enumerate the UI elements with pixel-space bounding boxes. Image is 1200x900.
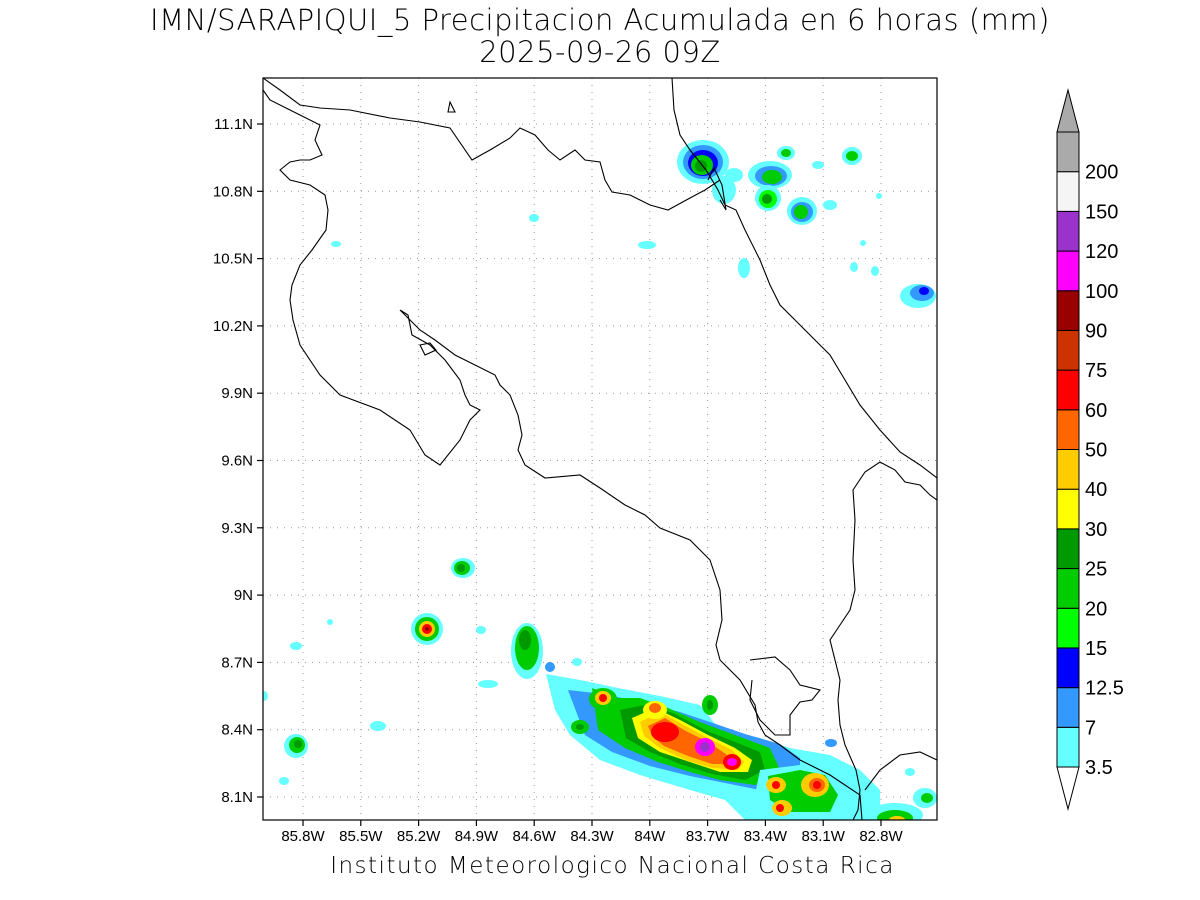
credit-line: Instituto Meteorologico Nacional Costa R… [330,853,895,879]
lon-tick-label: 85.8W [281,828,325,845]
lon-tick-label: 83.1W [802,828,846,845]
colorbar-swatch [1056,290,1080,331]
osa-peninsula [749,656,821,736]
lon-tick-label: 84.6W [513,828,557,845]
colorbar-label: 20 [1085,598,1107,620]
panama-border [829,461,937,820]
burica-coast [864,751,937,791]
nicaragua-border [263,78,721,211]
latitude-axis: 11.1N 10.8N 10.5N 10.2N 9.9N 9.6N 9.3N 9N 8.7N 8.… [213,116,263,806]
lat-tick-label: 10.2N [213,318,253,335]
colorbar-swatch [1056,726,1080,768]
colorbar-label: 75 [1085,360,1107,382]
colorbar-swatch [1056,409,1080,450]
lon-tick-label: 85.2W [397,828,441,845]
lake-nicaragua-shore [263,89,863,820]
colorbar-label: 7 [1085,717,1096,739]
rain-band-south [546,674,937,820]
colorbar-label: 200 [1085,162,1118,184]
lat-tick-label: 9.9N [221,385,253,402]
coastline-and-borders [263,78,937,820]
caribbean-coast [671,78,937,479]
lat-tick-label: 8.1N [221,789,253,806]
colorbar-swatch [1056,647,1080,689]
colorbar-swatch [1056,369,1080,411]
colorbar-label: 30 [1085,519,1107,541]
solentiname [447,100,456,113]
colorbar-swatch [1056,449,1080,490]
colorbar-label: 60 [1085,400,1107,422]
colorbar-swatch [1056,488,1080,530]
colorbar-label: 15 [1085,638,1107,660]
colorbar-swatch [1056,329,1080,371]
lat-tick-label: 8.7N [221,654,253,671]
colorbar-label: 3.5 [1085,757,1113,779]
lon-tick-label: 83.7W [686,828,730,845]
colorbar-label: 150 [1085,201,1118,223]
longitude-axis: 85.8W 85.5W 85.2W 84.9W 84.6W 84.3W 84W 83.7W 83… [281,820,904,845]
colorbar-swatch [1056,210,1080,252]
lat-tick-label: 9.6N [221,453,253,470]
lat-tick-label: 8.4N [221,722,253,739]
colorbar-swatch [1056,131,1080,173]
lon-tick-label: 84.9W [455,828,499,845]
lat-tick-label: 9N [234,587,253,604]
precipitation-field [263,140,937,820]
colorbar-swatch [1056,528,1080,570]
map-subtitle-date: 2025-09-26 09Z [479,35,721,69]
rain-cluster-southwest [263,558,582,785]
colorbar-swatch [1056,250,1080,292]
nicoya-inlet [419,342,437,356]
lon-tick-label: 83.4W [744,828,788,845]
colorbar-label: 100 [1085,281,1118,303]
lat-tick-label: 10.8N [213,183,253,200]
colorbar-swatch [1056,607,1080,649]
colorbar-label: 120 [1085,241,1118,263]
map-frame [262,77,938,821]
map-title: IMN/SARAPIQUI_5 Precipitacion Acumulada … [150,3,1050,37]
colorbar-label: 90 [1085,320,1107,342]
rain-cluster-north [331,140,936,308]
colorbar-swatch [1056,171,1080,212]
colorbar-swatch [1056,687,1080,728]
lat-tick-label: 10.5N [213,251,253,268]
colorbar-label: 25 [1085,559,1107,581]
lat-tick-label: 9.3N [221,520,253,537]
colorbar-min-arrow [1056,766,1080,811]
isla-calero [707,166,727,211]
colorbar-label: 50 [1085,440,1107,462]
lon-tick-label: 85.5W [339,828,383,845]
colorbar-label: 40 [1085,479,1107,501]
colorbar-label: 12.5 [1085,678,1124,700]
colorbar-legend: 3.5 7 12.5 15 20 25 30 40 50 60 75 90 100 120 150 200 [1056,88,1124,811]
lon-tick-label: 82.8W [859,828,903,845]
lon-tick-label: 84.3W [570,828,614,845]
colorbar-max-arrow [1056,88,1080,133]
colorbar-swatch [1056,568,1080,609]
lon-tick-label: 84W [634,828,666,845]
lat-tick-label: 11.1N [214,116,253,133]
